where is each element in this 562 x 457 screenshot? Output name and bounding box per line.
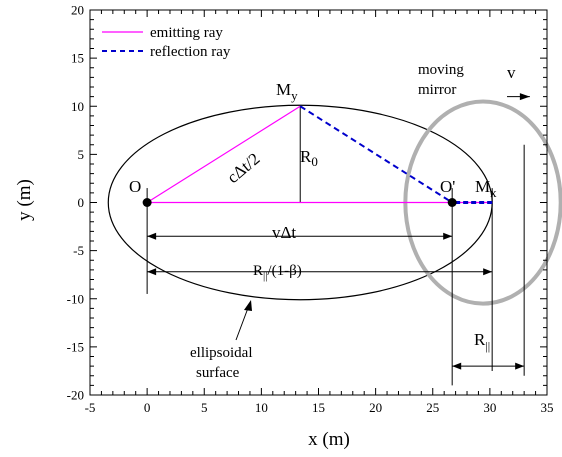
arrow-v-dt-head-right [443, 232, 453, 240]
label-surface: surface [196, 365, 240, 381]
arrow-R-par-head-left [452, 362, 462, 370]
arrow-R-par-head-right [515, 362, 525, 370]
label-R-par: R|| [474, 330, 490, 353]
x-tick-label: 10 [255, 400, 268, 415]
label-ellipsoidal: ellipsoidal [190, 345, 253, 361]
arrow-v-dt-head-left [147, 232, 157, 240]
label-O: O [129, 177, 141, 196]
label-v-dt: vΔt [272, 223, 296, 242]
y-tick-label: 10 [71, 99, 84, 114]
x-tick-label: 20 [369, 400, 382, 415]
x-tick-label: 30 [483, 400, 496, 415]
legend-label-emitting: emitting ray [150, 25, 223, 41]
ellipsoid-pointer-head [244, 300, 252, 311]
y-tick-label: 20 [71, 3, 84, 18]
y-tick-label: 5 [78, 147, 85, 162]
legend-label-reflection: reflection ray [150, 44, 231, 60]
label-R-par-over-sub: || [263, 270, 267, 282]
y-tick-label: -15 [67, 339, 84, 354]
label-Mx-sub: x [490, 185, 497, 200]
y-tick-label: 0 [78, 195, 85, 210]
label-My: My [276, 80, 298, 103]
x-tick-label: 35 [541, 400, 554, 415]
y-tick-label: -5 [73, 243, 84, 258]
y-axis-title: y (m) [14, 179, 35, 221]
label-My-main: M [276, 80, 291, 99]
label-R0-main: R [300, 147, 312, 166]
label-Mx-main: M [475, 177, 490, 196]
label-R-par-sub: || [485, 339, 490, 353]
arrow-velocity-head [519, 93, 530, 101]
label-c-dt-half: cΔt/2 [223, 149, 263, 187]
y-tick-label: -10 [67, 291, 84, 306]
x-tick-label: -5 [85, 400, 96, 415]
label-R-par-over-tail: /(1-β) [267, 263, 301, 279]
label-moving: moving [418, 62, 464, 78]
ellipsoid-pointer-line [235, 307, 249, 341]
x-tick-label: 25 [426, 400, 439, 415]
x-axis-title: x (m) [308, 429, 350, 450]
emitting-ray-diagonal [146, 105, 301, 204]
y-tick-label: 15 [71, 51, 84, 66]
label-R0-sub: 0 [311, 154, 318, 169]
x-tick-label: 15 [312, 400, 325, 415]
label-Mx: Mx [475, 177, 497, 200]
legend: emitting ray reflection ray [102, 25, 231, 60]
point-O-prime [447, 198, 457, 207]
x-tick-label: 5 [201, 400, 208, 415]
reflection-ray-diagonal [299, 105, 453, 204]
label-O-prime: O' [440, 177, 455, 196]
label-v: v [507, 63, 516, 82]
label-My-sub: y [291, 88, 298, 103]
label-R0: R0 [300, 147, 318, 169]
point-O [142, 198, 152, 207]
y-tick-label: -20 [67, 388, 84, 403]
label-mirror: mirror [418, 82, 456, 98]
label-R-par-over: R||/(1-β) [253, 263, 302, 282]
label-R-par-over-main: R [253, 263, 263, 279]
arrow-R-par-over-head-left [147, 268, 157, 276]
x-tick-label: 0 [144, 400, 151, 415]
arrow-R-par-over-head-right [483, 268, 493, 276]
label-R-par-main: R [474, 330, 486, 349]
